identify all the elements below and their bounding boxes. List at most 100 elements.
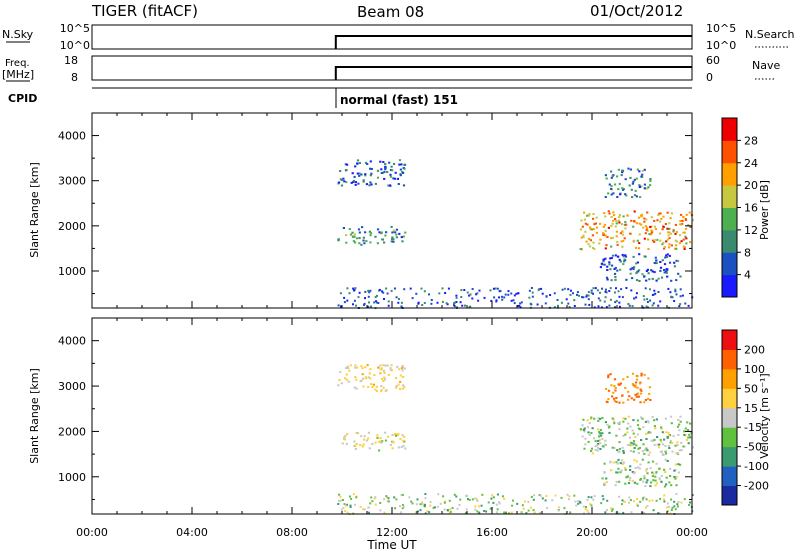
echo-cell [586, 498, 589, 501]
echo-cell [401, 240, 404, 243]
echo-cell [599, 222, 602, 225]
echo-cell [590, 291, 593, 294]
echo-cell [342, 507, 345, 510]
echo-cell [666, 275, 669, 278]
echo-cell [403, 367, 406, 370]
echo-cell [618, 258, 621, 261]
echo-cell [638, 242, 641, 245]
echo-cell [641, 450, 644, 453]
echo-cell [636, 433, 639, 436]
echo-cell [367, 511, 370, 514]
echo-cell [369, 289, 372, 292]
echo-cell [428, 293, 430, 296]
echo-cell [617, 383, 620, 386]
echo-cell [390, 165, 393, 168]
echo-cell [601, 445, 604, 448]
echo-cell [649, 288, 651, 291]
echo-cell [362, 180, 365, 183]
echo-cell [579, 248, 582, 250]
echo-cell [682, 238, 685, 241]
echo-cell [638, 186, 641, 188]
echo-cell [655, 482, 658, 485]
echo-cell [611, 395, 614, 398]
echo-cell [614, 301, 617, 304]
echo-cell [589, 417, 592, 420]
echo-cell [647, 431, 650, 434]
colorbar-swatch [722, 229, 737, 253]
nave-label: Nave [752, 59, 780, 72]
echo-cell [606, 265, 609, 268]
echo-cell [659, 300, 662, 303]
echo-cell [645, 305, 648, 308]
echo-cell [400, 367, 404, 370]
echo-cell [677, 434, 680, 436]
echo-cell [630, 443, 633, 446]
echo-cell [578, 294, 580, 297]
echo-cell [683, 498, 686, 501]
echo-cell [640, 416, 643, 419]
echo-cell [636, 261, 639, 264]
echo-cell [676, 260, 680, 263]
echo-cell [606, 423, 609, 426]
echo-cell [385, 231, 388, 234]
echo-cell [675, 279, 678, 282]
echo-cell [489, 507, 492, 510]
echo-cell [376, 294, 378, 297]
echo-cell [551, 499, 554, 502]
echo-cell [352, 303, 354, 306]
echo-cell [447, 287, 450, 290]
echo-cell [637, 216, 641, 219]
echo-cell [565, 298, 568, 301]
echo-cell [383, 511, 386, 514]
echo-cell [613, 272, 617, 275]
velocity-ylabel: Slant Range [km] [28, 368, 41, 464]
echo-cell [607, 192, 610, 195]
echo-cell [634, 384, 637, 387]
echo-cell [605, 244, 608, 247]
echo-cell [674, 239, 677, 242]
echo-cell [391, 447, 394, 450]
echo-cell [361, 367, 364, 370]
echo-cell [371, 500, 374, 503]
echo-cell [581, 424, 584, 427]
x-axis: 00:00 04:00 08:00 12:00 16:00 20:00 00:00 [76, 526, 708, 539]
echo-cell [622, 215, 625, 218]
echo-cell [517, 305, 520, 307]
echo-cell [358, 162, 361, 164]
echo-cell [679, 415, 682, 418]
echo-cell [683, 248, 686, 250]
echo-cell [358, 291, 361, 294]
echo-cell [379, 440, 382, 443]
echo-cell [659, 212, 662, 215]
echo-cell [688, 211, 691, 214]
echo-cell [681, 219, 684, 222]
echo-cell [611, 254, 615, 257]
colorbar-tick-label: -100 [744, 460, 769, 473]
echo-cell [611, 264, 614, 267]
echo-cell [661, 431, 664, 434]
echo-cell [345, 442, 348, 445]
echo-cell [682, 216, 685, 218]
echo-cell [368, 230, 371, 233]
echo-cell [632, 255, 635, 258]
echo-cell [597, 305, 600, 308]
velocity-colorbar-label: Velocity [m s⁻¹] [758, 373, 771, 458]
echo-cell [615, 287, 617, 290]
echo-cell [603, 223, 607, 226]
echo-cell [345, 181, 348, 184]
echo-cell [644, 420, 647, 423]
echo-cell [691, 446, 694, 449]
echo-cell [364, 173, 367, 176]
echo-cell [612, 461, 615, 464]
echo-cell [388, 161, 391, 164]
echo-cell [344, 510, 347, 513]
echo-cell [674, 232, 677, 235]
echo-cell [512, 499, 514, 502]
echo-cell [361, 373, 364, 376]
echo-cell [658, 467, 661, 470]
echo-cell [381, 440, 384, 443]
echo-cell [455, 296, 458, 299]
nsky-right-tick-top: 10^5 [706, 22, 736, 35]
echo-cell [639, 463, 642, 466]
